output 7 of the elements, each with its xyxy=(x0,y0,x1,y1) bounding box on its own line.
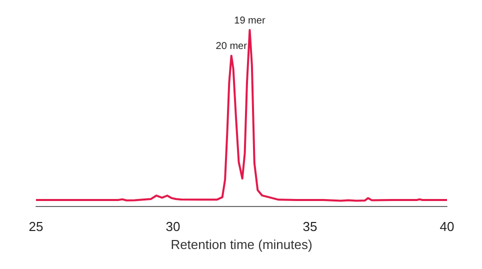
annotation: 20 mer xyxy=(216,41,248,52)
x-tick-label: 25 xyxy=(28,219,44,234)
x-tick-label: 35 xyxy=(302,219,318,234)
annotation: 19 mer xyxy=(234,16,266,26)
x-axis-title: Retention time (minutes) xyxy=(170,237,312,252)
x-tick-label: 30 xyxy=(166,219,180,234)
x-tick-label: 40 xyxy=(440,219,454,234)
